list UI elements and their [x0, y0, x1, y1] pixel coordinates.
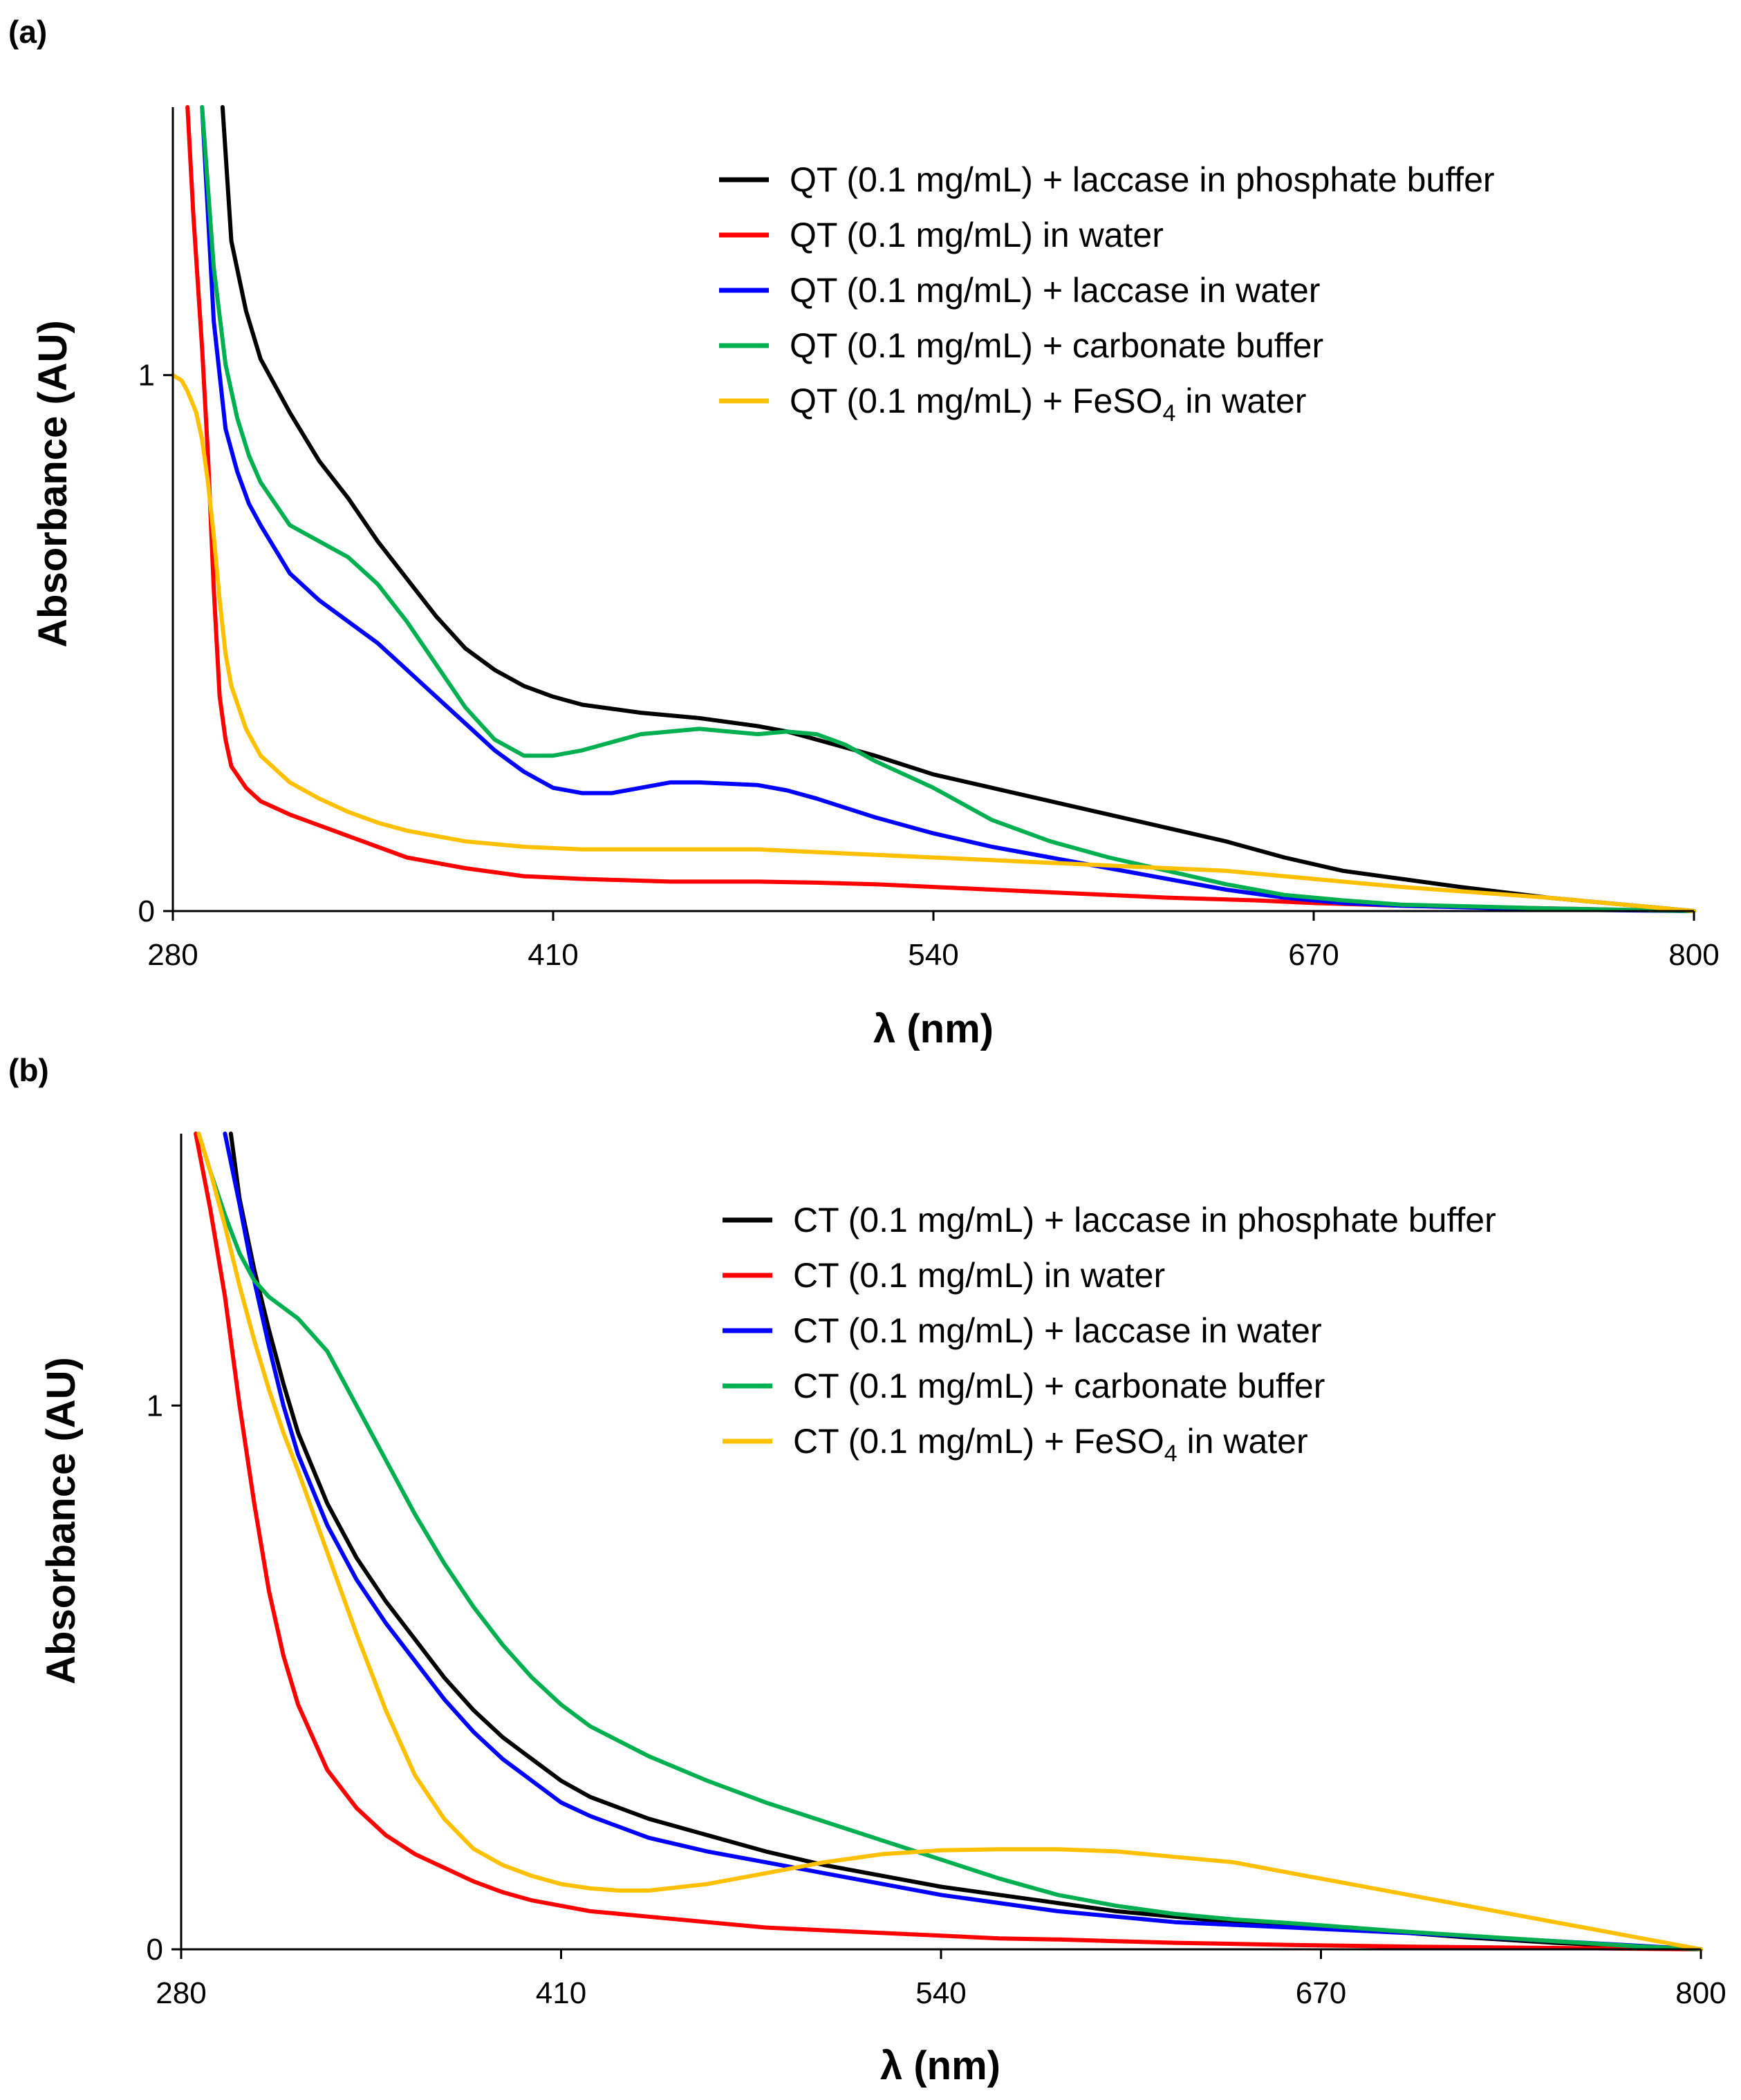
- panel-b-label: (b): [8, 1052, 49, 1088]
- panel-b-y-ticks: 01: [147, 1389, 181, 1967]
- panel-a-x-ticks: 280 410 540 670 800: [147, 911, 1720, 972]
- panel-a-legend-qt-0-1-mg-ml-laccase-in-phosphate-buffer-label: QT (0.1 mg/mL) + laccase in phosphate bu…: [790, 160, 1495, 199]
- panel-b-legend-ct-0-1-mg-ml-in-water-label: CT (0.1 mg/mL) in water: [793, 1256, 1165, 1295]
- panel-a-chart: (a) 280 410 540 670 800 01 λ (nm) Absorbance…: [8, 14, 1720, 1051]
- panel-b-y-axis-title: Absorbance (AU): [39, 1357, 84, 1685]
- panel-a-series-qt-0-1-mg-ml-carbonate-buffer: [200, 105, 1696, 913]
- panel-a-x-axis-title: λ (nm): [873, 1006, 994, 1051]
- panel-a-legend-qt-0-1-mg-ml-laccase-in-water-label: QT (0.1 mg/mL) + laccase in water: [790, 271, 1320, 310]
- panel-a-y-tick-label-1: 1: [138, 359, 155, 393]
- panel-b-series-ct-0-1-mg-ml-laccase-in-water: [223, 1132, 1703, 1951]
- panel-a-x-tick-label-670: 670: [1288, 938, 1339, 972]
- panel-b-legend-ct-0-1-mg-ml-carbonate-buffer-label: CT (0.1 mg/mL) + carbonate buffer: [793, 1367, 1325, 1405]
- panel-b-legend-ct-0-1-mg-ml-laccase-in-water-label: CT (0.1 mg/mL) + laccase in water: [793, 1311, 1322, 1350]
- panel-b-chart: (b) 280 410 540 670 800 01 λ (nm) Absorbance…: [8, 1052, 1726, 2088]
- panel-a-label: (a): [8, 14, 47, 50]
- panel-b-series-ct-0-1-mg-ml-in-water: [194, 1132, 1703, 1951]
- panel-b-x-tick-label-670: 670: [1296, 1976, 1346, 2010]
- panel-a-legend-qt-0-1-mg-ml-in-water-label: QT (0.1 mg/mL) in water: [790, 216, 1164, 254]
- panel-a-series-group: [171, 105, 1696, 913]
- panel-b-legend-ct-0-1-mg-ml-laccase-in-phosphate-buffer-label: CT (0.1 mg/mL) + laccase in phosphate bu…: [793, 1201, 1496, 1239]
- panel-a-legend: QT (0.1 mg/mL) + laccase in phosphate bu…: [719, 160, 1495, 426]
- panel-b-x-tick-label-800: 800: [1675, 1976, 1726, 2010]
- panel-a-series-qt-0-1-mg-ml-feso4-in-water: [171, 373, 1696, 913]
- panel-b-x-tick-label-280: 280: [156, 1976, 206, 2010]
- panel-a-x-tick-label-540: 540: [908, 938, 958, 972]
- panel-a-x-tick-label-800: 800: [1668, 938, 1719, 972]
- panel-a-legend-qt-0-1-mg-ml-feso4-in-water-label: QT (0.1 mg/mL) + FeSO4 in water: [790, 382, 1306, 426]
- panel-b-y-tick-label-1: 1: [147, 1389, 163, 1423]
- panel-a-x-tick-label-280: 280: [147, 938, 198, 972]
- panel-a-series-qt-0-1-mg-ml-in-water: [185, 105, 1696, 913]
- panel-b-y-tick-label-0: 0: [147, 1933, 163, 1967]
- panel-a-series-qt-0-1-mg-ml-laccase-in-water: [200, 105, 1696, 913]
- panel-a-y-ticks: 01: [138, 359, 173, 928]
- panel-b-legend-ct-0-1-mg-ml-feso4-in-water-label: CT (0.1 mg/mL) + FeSO4 in water: [793, 1422, 1308, 1467]
- panel-b-x-tick-label-540: 540: [915, 1976, 966, 2010]
- panel-a-x-tick-label-410: 410: [528, 938, 578, 972]
- panel-a-y-tick-label-0: 0: [138, 894, 155, 928]
- panel-b-legend: CT (0.1 mg/mL) + laccase in phosphate bu…: [723, 1201, 1496, 1467]
- panel-b-x-axis-title: λ (nm): [880, 2043, 1000, 2088]
- panel-b-series-group: [194, 1132, 1703, 1951]
- panel-b-x-tick-label-410: 410: [536, 1976, 586, 2010]
- panel-a-series-qt-0-1-mg-ml-laccase-in-phosphate-buffer: [220, 105, 1696, 913]
- panel-a-y-axis-title: Absorbance (AU): [30, 320, 75, 648]
- panel-b-series-ct-0-1-mg-ml-feso4-in-water: [196, 1132, 1703, 1951]
- panel-b-x-ticks: 280 410 540 670 800: [156, 1949, 1726, 2010]
- panel-a-legend-qt-0-1-mg-ml-carbonate-buffer-label: QT (0.1 mg/mL) + carbonate buffer: [790, 326, 1323, 365]
- panel-b-series-ct-0-1-mg-ml-carbonate-buffer: [196, 1132, 1703, 1951]
